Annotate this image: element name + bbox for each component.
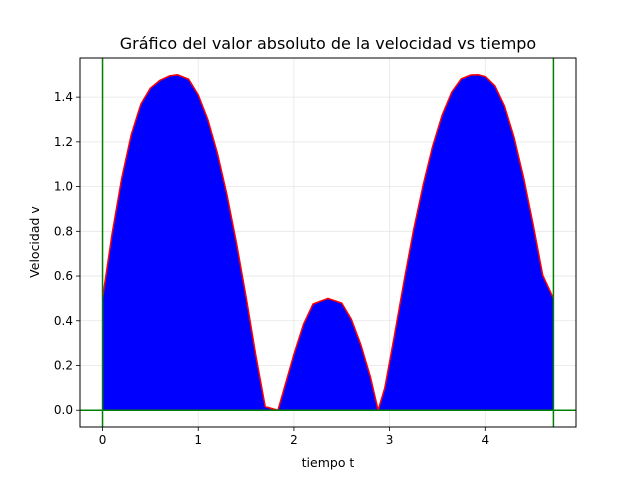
x-tick-label: 1	[194, 433, 202, 447]
reference-lines	[80, 58, 576, 427]
plot-area	[101, 74, 555, 411]
y-tick-label: 0.2	[54, 359, 73, 373]
x-axis-ticks: 0 1 2 3 4	[99, 427, 489, 447]
x-axis-label: tiempo t	[302, 455, 355, 470]
x-tick-label: 0	[99, 433, 107, 447]
chart-title: Gráfico del valor absoluto de la velocid…	[120, 34, 536, 53]
y-tick-label: 0.4	[54, 314, 73, 328]
series-line	[101, 74, 555, 411]
y-tick-label: 0.0	[54, 403, 73, 417]
y-tick-label: 0.6	[54, 269, 73, 283]
area-fill	[102, 74, 554, 411]
x-tick-label: 4	[481, 433, 489, 447]
x-tick-label: 3	[386, 433, 394, 447]
y-axis-ticks: 0.0 0.2 0.4 0.6 0.8 1.0 1.2 1.4	[54, 90, 80, 417]
y-tick-label: 1.4	[54, 90, 73, 104]
plot-frame	[79, 57, 577, 428]
y-tick-label: 0.8	[54, 224, 73, 238]
y-tick-label: 1.2	[54, 135, 73, 149]
y-tick-label: 1.0	[54, 180, 73, 194]
y-axis-label: Velocidad v	[27, 206, 42, 278]
x-tick-label: 2	[290, 433, 298, 447]
